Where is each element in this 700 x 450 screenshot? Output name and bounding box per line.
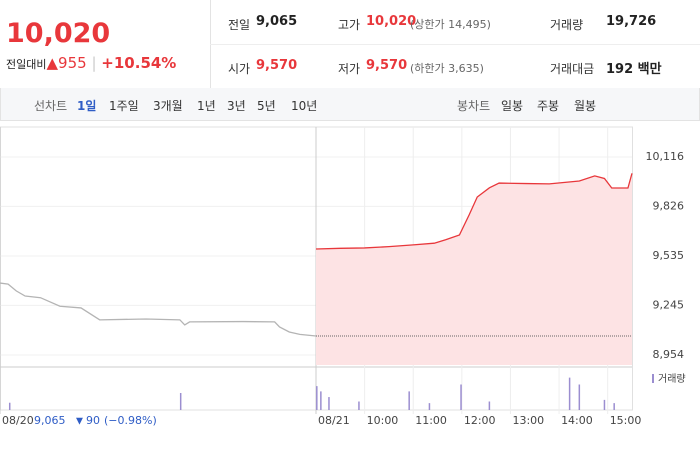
x-tick-label: 14:00 <box>561 414 593 427</box>
period-tab[interactable]: 1년 <box>197 99 216 113</box>
change: 955 <box>58 54 87 72</box>
y-tick-label: 10,116 <box>646 150 685 163</box>
header: 10,020 전일대비▲955 | +10.54% 전일 9,065 고가 10,02… <box>0 0 700 89</box>
stat-label: 거래량 <box>550 18 584 32</box>
stat-value: 9,065 <box>256 14 298 29</box>
legend-label: 거래량 <box>658 373 686 385</box>
up-icon: ▲ <box>46 54 59 72</box>
stat-value: 10,020 <box>366 14 417 29</box>
stat-note: (상한가 14,495) <box>410 18 491 31</box>
stat-note: (하한가 3,635) <box>410 62 484 75</box>
x-tick-label: 10:00 <box>367 414 399 427</box>
down-icon: ▼ <box>76 417 83 427</box>
tab-label: 봉차트 <box>457 99 491 113</box>
line <box>0 282 317 337</box>
divider <box>210 44 700 45</box>
stat-value: 9,570 <box>366 58 408 73</box>
period-tab[interactable]: 3년 <box>227 99 246 113</box>
x-tick-label: 15:00 <box>610 414 642 427</box>
y-tick-label: 9,535 <box>653 249 685 262</box>
stat-label: 거래대금 <box>550 62 595 76</box>
y-tick-label: 9,245 <box>653 298 685 311</box>
tab-label: 선차트 <box>34 99 68 113</box>
stat-label: 전일 <box>228 18 251 32</box>
period-tab[interactable]: 3개월 <box>153 99 183 113</box>
x-tick-label: 11:00 <box>415 414 447 427</box>
y-tick-label: 8,954 <box>653 348 685 361</box>
legend-swatch <box>652 374 654 383</box>
change-label: 전일대비 <box>6 58 47 71</box>
price: 10,020 <box>6 18 111 49</box>
stat-value: 9,570 <box>256 58 298 73</box>
stat-label: 고가 <box>338 18 361 32</box>
line <box>315 173 633 250</box>
prev-change: 90 <box>86 414 100 427</box>
y-tick-label: 9,826 <box>653 199 685 212</box>
change-pct: +10.54% <box>101 54 177 72</box>
period-tab[interactable]: 1일 <box>77 99 97 113</box>
tab-bar: 선차트 1일 1주일 3개월 1년 3년 5년 10년 봉차트 일봉 주봉 월봉 <box>0 88 700 121</box>
change-line: 전일대비▲955 | +10.54% <box>6 54 176 72</box>
period-tab[interactable]: 1주일 <box>109 99 139 113</box>
x-tick-label: 12:00 <box>464 414 496 427</box>
x-tick-label: 13:00 <box>512 414 544 427</box>
stat-label: 저가 <box>338 62 361 76</box>
area <box>316 173 632 365</box>
candle-tab[interactable]: 주봉 <box>537 99 560 113</box>
prev-close: 9,065 <box>34 414 66 427</box>
prev-change-pct: (−0.98%) <box>104 414 157 427</box>
period-tab[interactable]: 10년 <box>291 99 318 113</box>
x-tick-label: 08/20 <box>2 414 34 427</box>
stat-value: 192 백만 <box>606 62 662 77</box>
candle-tab[interactable]: 일봉 <box>501 99 524 113</box>
stat-label: 시가 <box>228 62 251 76</box>
candle-tab[interactable]: 월봉 <box>574 99 597 113</box>
stat-value: 19,726 <box>606 14 657 29</box>
sep: | <box>91 54 97 72</box>
period-tab[interactable]: 5년 <box>257 99 276 113</box>
x-tick-label: 08/21 <box>318 414 350 427</box>
chart: 10,116 9,826 9,535 9,245 8,954 08/20 08/21 10:0… <box>0 126 686 427</box>
